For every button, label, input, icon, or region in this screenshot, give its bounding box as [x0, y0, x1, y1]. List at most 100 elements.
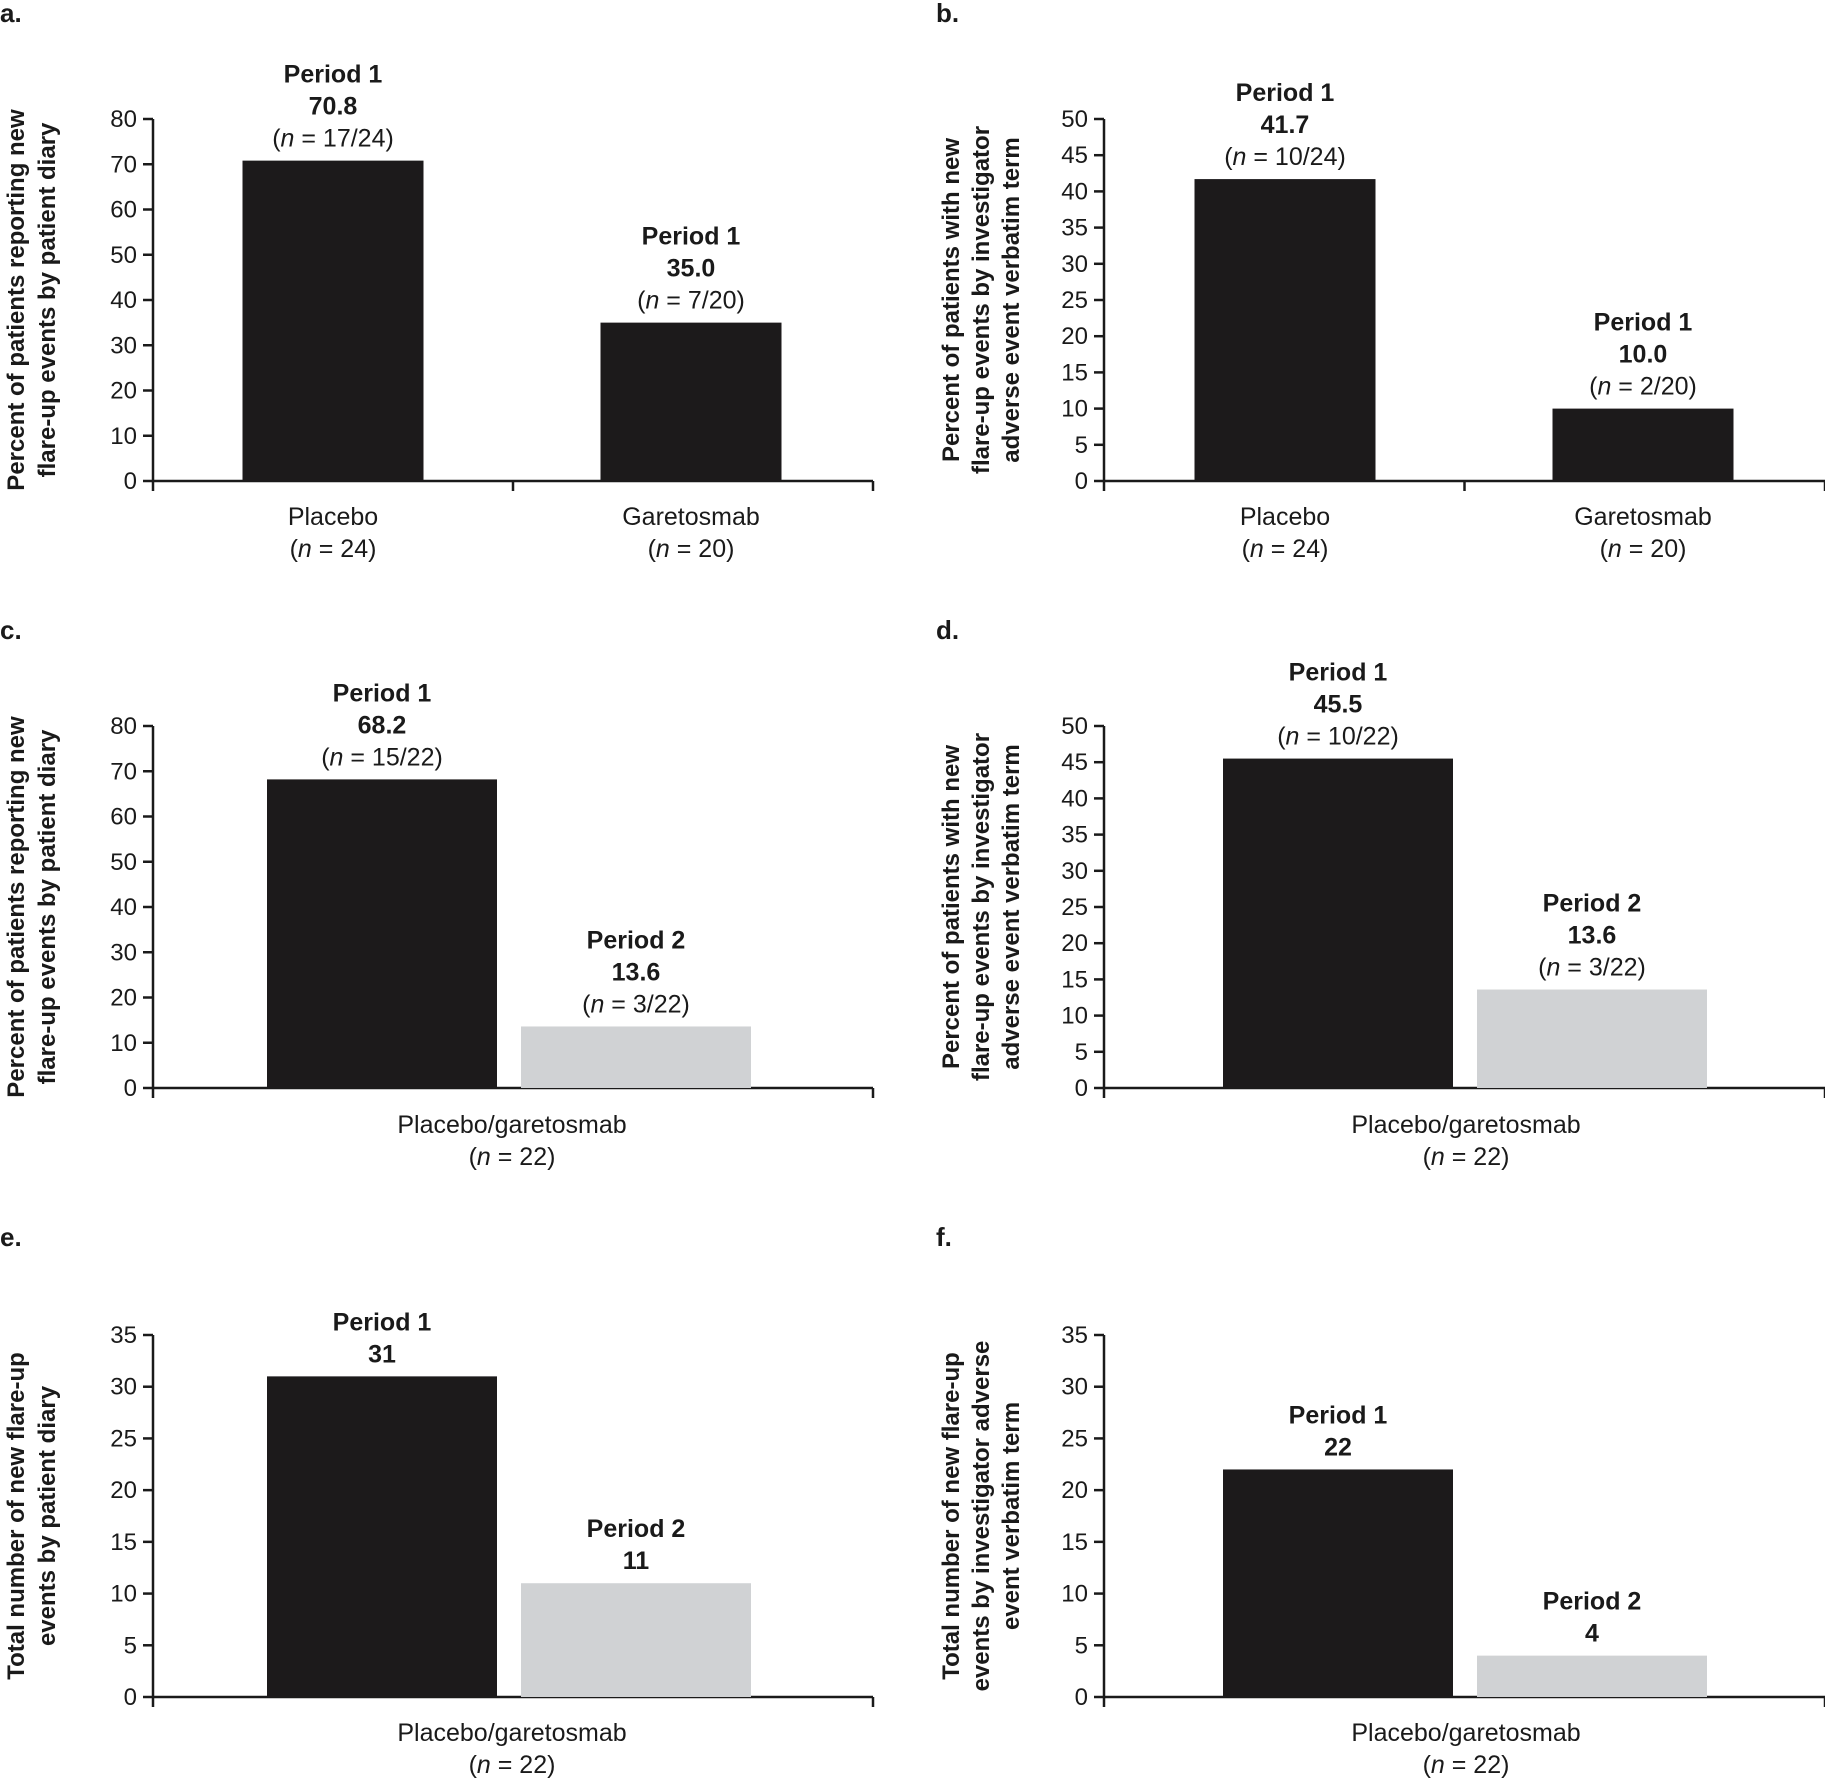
bar-period-label: Period 1 [642, 223, 741, 251]
y-tick-label: 15 [1061, 359, 1088, 386]
bar-period1 [1552, 408, 1734, 481]
bar-value-label: 11 [623, 1547, 650, 1575]
y-axis-label: Percent of patients reporting new [3, 109, 30, 491]
y-tick-label: 20 [110, 378, 137, 405]
panel-letter: f. [936, 1222, 952, 1252]
y-tick-label: 45 [1061, 749, 1088, 776]
y-tick-label: 15 [1061, 966, 1088, 993]
bar-n-label: (n = 17/24) [272, 125, 394, 153]
x-category-n-label: (n = 22) [1423, 1143, 1510, 1171]
x-category-label: Placebo/garetosmab [397, 1719, 626, 1747]
y-axis-label: Percent of patients reporting new [3, 716, 30, 1098]
y-axis-label: events by investigator adverse [968, 1341, 995, 1692]
n-value: 24 [1292, 535, 1320, 563]
y-tick-label: 30 [110, 939, 137, 966]
y-tick-label: 25 [1061, 287, 1088, 314]
bar-n-label: (n = 10/24) [1224, 143, 1346, 171]
bar-group: Period 1 45.5 (n = 10/22) [1223, 659, 1453, 1088]
bar-group: Period 1 68.2 (n = 15/22) [267, 679, 497, 1088]
y-tick-label: 70 [110, 151, 137, 178]
bar-group: Period 1 70.8 (n = 17/24) [242, 61, 424, 481]
bar-period-label: Period 1 [333, 1308, 432, 1336]
y-axis-label: flare-up events by investigator [968, 126, 995, 474]
x-category-label: Garetosmab [1574, 503, 1712, 531]
bar-value-label: 68.2 [358, 711, 407, 739]
panel-c: c. 0 10 20 30 40 50 60 70 80 Percent of patients r… [0, 615, 875, 1171]
y-tick-label: 20 [110, 985, 137, 1012]
y-tick-label: 10 [110, 1581, 137, 1608]
y-tick-label: 45 [1061, 142, 1088, 169]
n-value: 20 [1650, 535, 1678, 563]
bar-group: Period 2 13.6 (n = 3/22) [521, 926, 751, 1088]
bar-n-label: (n = 7/20) [637, 287, 745, 315]
y-tick-label: 10 [110, 423, 137, 450]
y-tick-label: 20 [1061, 930, 1088, 957]
bar-period-label: Period 1 [1594, 309, 1693, 337]
bar-value-label: 35.0 [667, 255, 716, 283]
n-value: 3/22 [1589, 954, 1638, 982]
bar-group: Period 2 13.6 (n = 3/22) [1477, 890, 1707, 1088]
n-value: 15/22 [372, 743, 435, 771]
panel-letter: e. [0, 1222, 22, 1252]
bar-value-label: 45.5 [1314, 691, 1363, 719]
y-tick-label: 50 [1061, 713, 1088, 740]
y-axis-label: adverse event verbatim term [998, 744, 1025, 1070]
x-category-n-label: (n = 22) [469, 1143, 556, 1171]
bar-value-label: 31 [368, 1340, 396, 1368]
y-tick-label: 40 [1061, 785, 1088, 812]
x-category-label: Placebo/garetosmab [1351, 1111, 1580, 1139]
y-tick-label: 30 [1061, 1374, 1088, 1401]
bar-value-label: 13.6 [612, 958, 661, 986]
x-category-n-label: (n = 22) [469, 1751, 556, 1778]
bar-group: Period 1 41.7 (n = 10/24) [1194, 79, 1376, 482]
bar-group: Period 2 11 [521, 1515, 751, 1697]
n-value: 22 [519, 1143, 547, 1171]
y-tick-label: 0 [1075, 1075, 1088, 1102]
y-tick-label: 40 [1061, 178, 1088, 205]
y-tick-label: 30 [1061, 251, 1088, 278]
y-tick-label: 25 [1061, 894, 1088, 921]
panel-letter: a. [0, 0, 22, 28]
y-tick-label: 50 [110, 242, 137, 269]
x-category-label: Placebo [1240, 503, 1330, 531]
bar-n-label: (n = 10/22) [1277, 723, 1399, 751]
y-tick-label: 0 [124, 1684, 137, 1711]
bar-value-label: 70.8 [309, 93, 358, 121]
y-tick-label: 15 [1061, 1529, 1088, 1556]
bar-value-label: 13.6 [1568, 922, 1617, 950]
n-value: 7/20 [688, 287, 737, 315]
bar-period2 [521, 1026, 751, 1088]
y-tick-label: 35 [1061, 1322, 1088, 1349]
bar-period-label: Period 1 [1236, 79, 1335, 107]
n-value: 17/24 [323, 125, 386, 153]
bar-group: Period 1 10.0 (n = 2/20) [1552, 309, 1734, 481]
y-tick-label: 10 [1061, 396, 1088, 423]
bar-period-label: Period 2 [587, 1515, 686, 1543]
y-tick-label: 5 [1075, 432, 1088, 459]
bar-period2 [1477, 989, 1707, 1088]
y-axis-label: Percent of patients with new [938, 745, 965, 1069]
y-tick-label: 70 [110, 758, 137, 785]
panel-b: b. 0 5 10 15 20 25 30 35 40 45 50 Percent of patient… [936, 0, 1825, 563]
bar-period1 [242, 160, 424, 481]
bar-group: Period 1 35.0 (n = 7/20) [600, 223, 782, 481]
y-tick-label: 0 [124, 468, 137, 495]
x-category-label: Placebo/garetosmab [1351, 1719, 1580, 1747]
y-tick-label: 25 [110, 1425, 137, 1452]
n-value: 24 [340, 535, 368, 563]
y-axis-label: Total number of new flare-up [938, 1352, 965, 1680]
y-tick-label: 0 [124, 1075, 137, 1102]
y-tick-label: 30 [1061, 858, 1088, 885]
y-axis-label: flare-up events by investigator [968, 733, 995, 1081]
bar-period-label: Period 1 [284, 61, 383, 89]
panel-a: a. 0 10 20 30 40 50 60 70 80 Percent of patients r… [0, 0, 875, 563]
y-tick-label: 50 [110, 849, 137, 876]
n-value: 10/22 [1328, 723, 1391, 751]
n-value: 20 [698, 535, 726, 563]
y-tick-label: 20 [1061, 323, 1088, 350]
bar-period1 [1194, 179, 1376, 482]
y-tick-label: 60 [110, 197, 137, 224]
panel-letter: c. [0, 615, 22, 645]
